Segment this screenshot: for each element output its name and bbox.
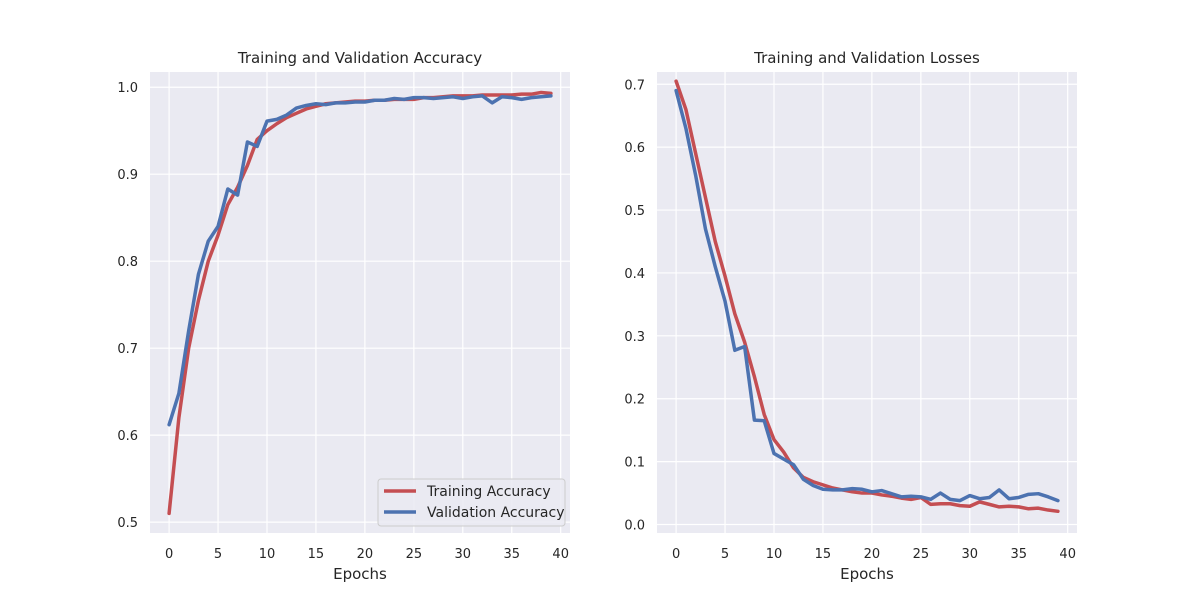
y-tick-label: 0.8	[117, 255, 138, 270]
chart-1: 0 5 10 15 20 25 30 35 40 0.5 0.6 0.7 0.8 0.9 1.0 Traini…	[117, 49, 570, 583]
y-tick-label: 0.6	[624, 141, 645, 156]
x-tick-label: 20	[357, 547, 374, 562]
legend-box	[377, 478, 566, 527]
x-tick-label: 0	[672, 547, 680, 562]
x-axis-label: Epochs	[840, 565, 894, 583]
y-tick-label: 0.9	[117, 168, 138, 183]
x-tick-label: 25	[913, 547, 930, 562]
y-tick-label: 0.4	[624, 267, 645, 282]
x-tick-label: 35	[503, 547, 520, 562]
x-tick-label: 5	[214, 547, 222, 562]
x-tick-label: 15	[308, 547, 325, 562]
x-tick-label: 10	[766, 547, 783, 562]
x-tick-label: 40	[1059, 547, 1076, 562]
series-line-training-loss	[674, 79, 1060, 514]
y-tick-label: 0.6	[117, 429, 138, 444]
plot-area	[657, 72, 1077, 533]
plot-area	[150, 72, 570, 533]
y-tick-label: 0.7	[117, 342, 138, 357]
x-axis-label: Epochs	[333, 565, 387, 583]
x-tick-label: 10	[259, 547, 276, 562]
y-tick-label: 0.2	[624, 393, 645, 408]
x-tick-label: 30	[962, 547, 979, 562]
x-tick-label: 0	[165, 547, 173, 562]
y-tick-label: 0.1	[624, 456, 645, 471]
y-tick-label: 1.0	[117, 81, 138, 96]
y-tick-label: 0.7	[624, 78, 645, 93]
y-tick-label: 0.3	[624, 330, 645, 345]
x-tick-label: 20	[864, 547, 881, 562]
x-tick-label: 35	[1010, 547, 1027, 562]
y-tick-label: 0.0	[624, 519, 645, 534]
x-tick-label: 30	[455, 547, 472, 562]
legend-label: Training Accuracy	[426, 484, 551, 500]
series-line-validation-accuracy	[167, 94, 553, 427]
x-tick-label: 5	[721, 547, 729, 562]
chart-title: Training and Validation Losses	[753, 49, 980, 67]
series-line-validation-loss	[674, 88, 1060, 503]
chart-title: Training and Validation Accuracy	[237, 49, 482, 67]
x-tick-label: 25	[406, 547, 423, 562]
chart-2: 0 5 10 15 20 25 30 35 40 0.0 0.1 0.2 0.3 0.4 0.5 0.6 0.7…	[624, 49, 1077, 583]
x-tick-label: 40	[552, 547, 569, 562]
legend-label: Validation Accuracy	[427, 505, 565, 521]
y-tick-label: 0.5	[117, 516, 138, 531]
y-tick-label: 0.5	[624, 204, 645, 219]
x-tick-label: 15	[815, 547, 832, 562]
legend: Training Accuracy Validation Accuracy	[377, 478, 566, 527]
